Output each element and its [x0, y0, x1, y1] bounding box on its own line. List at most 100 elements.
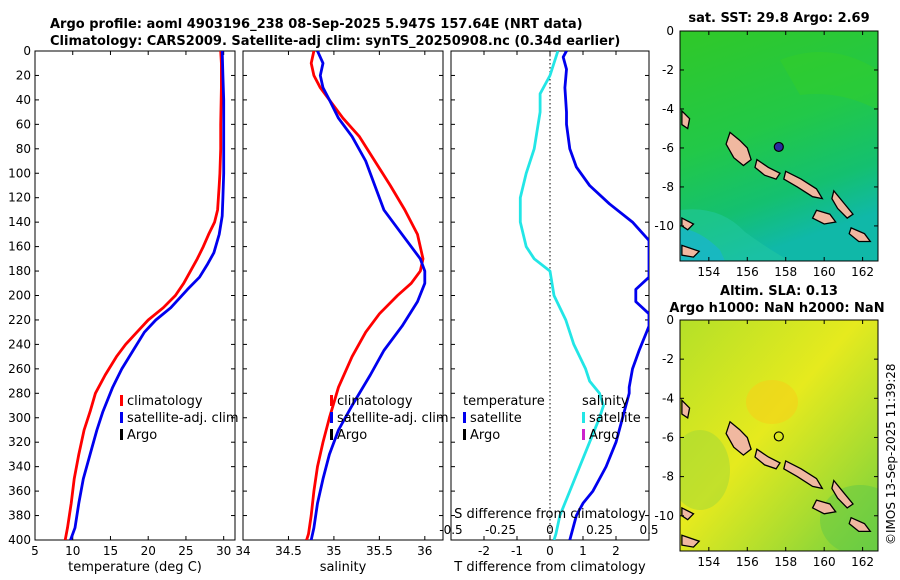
map-x-tick-label: 160 — [813, 555, 836, 569]
island — [681, 506, 695, 521]
temperature-xlabel: temperature (deg C) — [68, 560, 202, 575]
y-tick-label: 160 — [8, 240, 31, 254]
x-tick-label: 30 — [216, 544, 231, 558]
map-x-tick-label: 154 — [697, 555, 720, 569]
x-tick-label: 0 — [546, 544, 554, 558]
y-tick-label: 280 — [8, 386, 31, 400]
salinity-panel: 34 34.5 35 35.5 36 salinity climatology satel… — [235, 50, 449, 575]
y-tick-label: 320 — [8, 435, 31, 449]
y-tick-label: 40 — [16, 93, 31, 107]
x-tick-label: 35.5 — [366, 544, 393, 558]
series-line-satellite-adj-clim — [309, 51, 427, 540]
legend-label: satellite-adj. clim — [337, 411, 449, 426]
island — [811, 499, 837, 515]
map-x-tick-label: 154 — [697, 265, 720, 279]
x-tick-label: 5 — [31, 544, 39, 558]
x-tick-label: 34 — [235, 544, 250, 558]
island — [681, 217, 695, 231]
y-tick-label: 80 — [16, 142, 31, 156]
legend-swatch — [120, 395, 123, 406]
map-y-tick-label: -4 — [662, 102, 674, 116]
island — [754, 448, 781, 470]
x-tick-label: -1 — [511, 544, 523, 558]
y-tick-label: 240 — [8, 337, 31, 351]
s-tick-label: 0.5 — [639, 523, 658, 537]
temperature-panel: 0 20 40 60 80 100 120 140 160 180 200 220 240 260 280 3… — [8, 44, 239, 575]
y-tick-label: 300 — [8, 411, 31, 425]
island — [725, 420, 752, 456]
x-tick-label: 20 — [141, 544, 156, 558]
x-tick-label: 10 — [65, 544, 80, 558]
sst-map-title: sat. SST: 29.8 Argo: 2.69 — [688, 11, 869, 26]
x-tick-label: 25 — [178, 544, 193, 558]
legend-label: Argo — [127, 428, 157, 443]
header-line2: Climatology: CARS2009. Satellite-adj cli… — [50, 34, 620, 49]
map-x-tick-label: 160 — [813, 265, 836, 279]
map-x-tick-label: 156 — [736, 265, 759, 279]
y-tick-label: 120 — [8, 191, 31, 205]
salinity-axes — [242, 50, 444, 541]
y-tick-label: 380 — [8, 509, 31, 523]
island — [681, 109, 691, 130]
legend-label: temperature — [463, 394, 545, 409]
map-y-tick-label: -6 — [662, 141, 674, 155]
map-y-tick-label: -8 — [662, 180, 674, 194]
legend-swatch — [330, 429, 333, 440]
series-line-salinity-satellite — [518, 51, 605, 540]
legend-swatch — [582, 429, 585, 440]
sla-map-title1: Altim. SLA: 0.13 — [720, 284, 838, 299]
map-x-tick-label: 158 — [774, 265, 797, 279]
map-y-tick-label: 0 — [666, 313, 674, 327]
y-tick-label: 180 — [8, 264, 31, 278]
island — [681, 398, 691, 419]
difference-panel: -2 -1 0 1 2 T difference from climatology S … — [439, 50, 659, 575]
header-line1: Argo profile: aoml 4903196_238 08-Sep-20… — [50, 17, 583, 32]
y-tick-label: 100 — [8, 166, 31, 180]
map-y-tick-label: -6 — [662, 430, 674, 444]
map-y-tick-label: -2 — [662, 352, 674, 366]
legend-label: climatology — [337, 394, 413, 409]
legend-swatch — [463, 429, 466, 440]
salinity-xlabel: salinity — [320, 560, 367, 575]
s-tick-label: 0 — [546, 523, 554, 537]
y-tick-label: 260 — [8, 362, 31, 376]
legend-label: Argo — [337, 428, 367, 443]
y-tick-label: 360 — [8, 484, 31, 498]
island — [848, 227, 872, 243]
y-tick-label: 20 — [16, 68, 31, 82]
imos-credit: ©IMOS 13-Sep-2025 11:39:28 — [884, 363, 898, 545]
difference-top-xlabel: S difference from climatology — [454, 507, 646, 522]
sla-map-panel: Altim. SLA: 0.13 Argo h1000: NaN h2000: … — [654, 284, 884, 569]
island — [783, 459, 824, 490]
x-tick-label: -2 — [478, 544, 490, 558]
legend-swatch — [120, 429, 123, 440]
map-y-tick-label: -8 — [662, 470, 674, 484]
legend-label: satellite — [589, 411, 641, 426]
island — [681, 244, 701, 258]
legend-swatch — [330, 395, 333, 406]
series-line-satellite-adj-clim — [69, 51, 226, 540]
legend-swatch — [463, 412, 466, 423]
difference-xlabel: T difference from climatology — [453, 560, 646, 575]
island — [848, 516, 872, 533]
legend-label: satellite-adj. clim — [127, 411, 239, 426]
legend-swatch — [330, 412, 333, 423]
sla-map-title2: Argo h1000: NaN h2000: NaN — [669, 301, 884, 316]
y-tick-label: 400 — [8, 533, 31, 547]
legend-label: climatology — [127, 394, 203, 409]
map-y-tick-label: -10 — [654, 509, 674, 523]
legend-label: satellite — [470, 411, 522, 426]
map-x-tick-label: 158 — [774, 555, 797, 569]
x-tick-label: 35 — [326, 544, 341, 558]
map-y-tick-label: -2 — [662, 63, 674, 77]
argo-float-marker-sla — [773, 431, 784, 442]
island — [754, 158, 781, 180]
island — [783, 170, 824, 200]
x-tick-label: 2 — [612, 544, 620, 558]
map-y-tick-label: 0 — [666, 24, 674, 38]
temperature-axes — [34, 50, 236, 541]
map-x-tick-label: 162 — [851, 555, 874, 569]
island — [831, 479, 854, 509]
s-tick-label: -0.25 — [485, 523, 516, 537]
